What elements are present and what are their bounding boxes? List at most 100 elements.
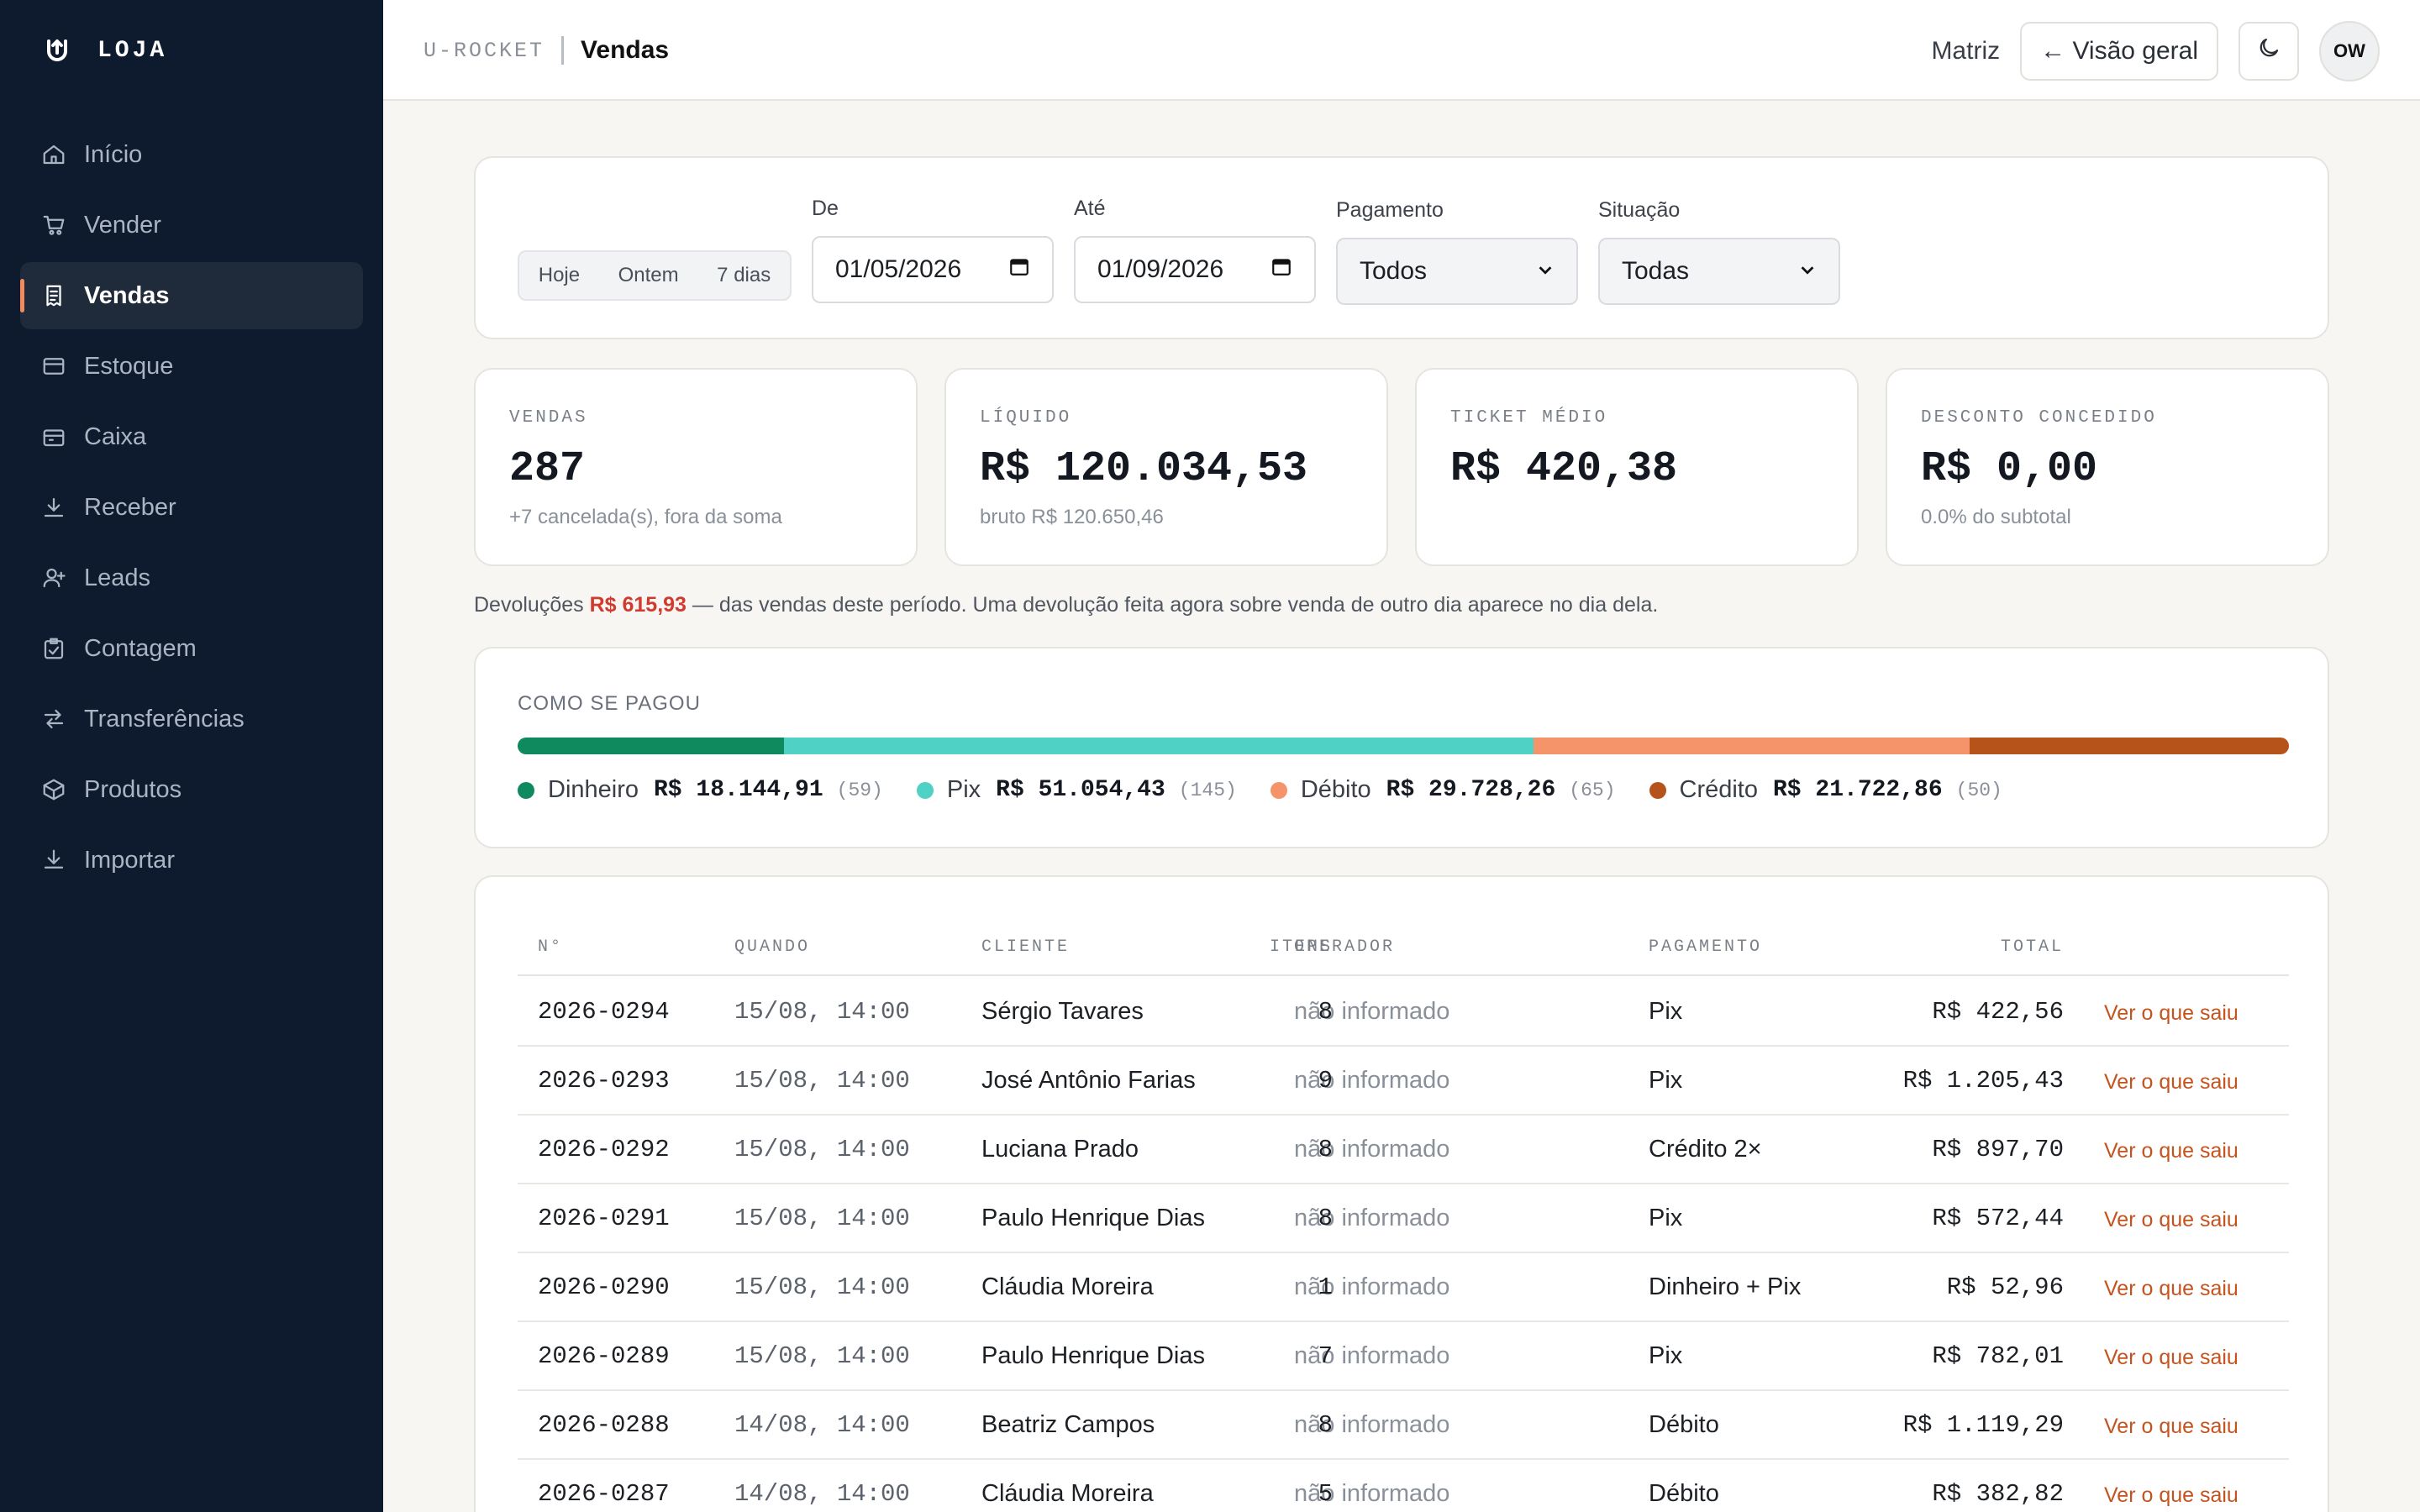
user-avatar[interactable]: OW	[2319, 21, 2380, 81]
table-row[interactable]: 2026-0287 14/08, 14:00 Cláudia Moreira não …	[518, 1460, 2289, 1512]
payment-legend-item: Crédito R$ 21.722,86 (50)	[1649, 776, 2002, 804]
sale-client: Beatriz Campos	[981, 1411, 1155, 1438]
quick-range-today[interactable]: Hoje	[538, 264, 581, 286]
transfer-icon	[40, 706, 67, 732]
sale-time: 15/08, 14:00	[734, 1342, 910, 1370]
breadcrumb-brand[interactable]: U-ROCKET	[424, 38, 545, 63]
stat-card-net: LÍQUIDO R$ 120.034,53 bruto R$ 120.650,4…	[944, 368, 1388, 566]
table-row[interactable]: 2026-0292 15/08, 14:00 Luciana Prado não in…	[518, 1116, 2289, 1184]
branch-selector[interactable]: Matriz	[1931, 37, 2001, 65]
sale-number: 2026-0287	[538, 1480, 670, 1508]
view-items-link[interactable]: Ver o que saiu	[2104, 1070, 2238, 1094]
payment-filter-select[interactable]: Todos	[1336, 238, 1578, 305]
overview-button[interactable]: ← Visão geral	[2020, 22, 2218, 81]
theme-toggle-button[interactable]	[2238, 22, 2299, 81]
table-row[interactable]: 2026-0289 15/08, 14:00 Paulo Henrique Dias…	[518, 1322, 2289, 1391]
table-row[interactable]: 2026-0288 14/08, 14:00 Beatriz Campos não i…	[518, 1391, 2289, 1460]
sale-time: 15/08, 14:00	[734, 1136, 910, 1163]
sale-total: R$ 52,96	[1946, 1273, 2064, 1301]
returns-suffix: — das vendas deste período. Uma devoluçã…	[692, 593, 1659, 617]
sidebar-item-receber[interactable]: Receber	[20, 474, 363, 541]
date-from-input[interactable]: 01/05/2026	[812, 236, 1054, 303]
status-filter-select[interactable]: Todas	[1598, 238, 1840, 305]
sale-time: 15/08, 14:00	[734, 1273, 910, 1301]
column-header-items: ITENS	[1269, 937, 1333, 957]
sidebar-item-leads[interactable]: Leads	[20, 544, 363, 612]
sidebar-item-label: Contagem	[84, 634, 197, 662]
legend-count: (145)	[1178, 779, 1237, 801]
sidebar-item-estoque[interactable]: Estoque	[20, 333, 363, 400]
sidebar-item-transferencias[interactable]: Transferências	[20, 685, 363, 753]
sidebar-item-label: Vendas	[84, 281, 170, 309]
stat-label: VENDAS	[509, 408, 588, 428]
sale-total: R$ 382,82	[1932, 1480, 2064, 1508]
brand[interactable]: LOJA	[42, 34, 167, 67]
sidebar-item-label: Leads	[84, 564, 151, 591]
table-row[interactable]: 2026-0291 15/08, 14:00 Paulo Henrique Dias…	[518, 1184, 2289, 1253]
chevron-down-icon	[1798, 257, 1817, 286]
column-header-total: TOTAL	[2000, 937, 2064, 957]
view-items-link[interactable]: Ver o que saiu	[2104, 1483, 2238, 1507]
status-filter-value: Todas	[1622, 257, 1690, 285]
sale-payment: Pix	[1649, 998, 1683, 1025]
sale-number: 2026-0291	[538, 1205, 670, 1232]
date-from-value: 01/05/2026	[835, 255, 962, 283]
sale-time: 14/08, 14:00	[734, 1480, 910, 1508]
date-to-field: Até 01/09/2026	[1074, 197, 1316, 303]
sale-payment: Pix	[1649, 1205, 1683, 1231]
sale-payment: Débito	[1649, 1411, 1719, 1438]
table-row[interactable]: 2026-0293 15/08, 14:00 José Antônio Farias…	[518, 1047, 2289, 1116]
payment-legend-item: Dinheiro R$ 18.144,91 (59)	[518, 776, 883, 804]
sidebar-item-label: Estoque	[84, 352, 174, 380]
page-title: Vendas	[581, 36, 670, 64]
legend-dot	[1270, 781, 1287, 799]
date-to-input[interactable]: 01/09/2026	[1074, 236, 1316, 303]
sale-items: 8	[1318, 1136, 1333, 1163]
legend-dot	[916, 781, 934, 799]
stat-value: R$ 120.034,53	[980, 445, 1308, 493]
sidebar-item-vender[interactable]: Vender	[20, 192, 363, 259]
sidebar-item-contagem[interactable]: Contagem	[20, 615, 363, 682]
import-icon	[40, 847, 67, 874]
payment-legend-item: Pix R$ 51.054,43 (145)	[916, 776, 1237, 804]
table-row[interactable]: 2026-0294 15/08, 14:00 Sérgio Tavares não i…	[518, 978, 2289, 1047]
sale-total: R$ 422,56	[1932, 998, 2064, 1026]
sale-total: R$ 572,44	[1932, 1205, 2064, 1232]
legend-amount: R$ 29.728,26	[1386, 777, 1556, 803]
sidebar-item-vendas[interactable]: Vendas	[20, 262, 363, 329]
date-to-label: Até	[1074, 197, 1106, 220]
payment-share-bar	[518, 738, 2289, 754]
stat-label: TICKET MÉDIO	[1450, 408, 1608, 428]
view-items-link[interactable]: Ver o que saiu	[2104, 1415, 2238, 1438]
view-items-link[interactable]: Ver o que saiu	[2104, 1208, 2238, 1231]
payment-filter-label: Pagamento	[1336, 198, 1444, 222]
sidebar-item-label: Caixa	[84, 423, 147, 450]
sale-time: 15/08, 14:00	[734, 1067, 910, 1095]
stat-sub: +7 cancelada(s), fora da soma	[509, 506, 782, 528]
status-filter-field: Situação Todas	[1598, 198, 1840, 305]
sidebar-item-inicio[interactable]: Início	[20, 121, 363, 188]
view-items-link[interactable]: Ver o que saiu	[2104, 1277, 2238, 1300]
sale-client: Cláudia Moreira	[981, 1480, 1154, 1507]
sidebar-nav: Início Vender Vendas Estoque Caixa Receber Lea…	[20, 121, 363, 897]
sale-payment: Pix	[1649, 1342, 1683, 1369]
clipboard-check-icon	[40, 635, 67, 662]
sale-payment: Débito	[1649, 1480, 1719, 1507]
sidebar-item-caixa[interactable]: Caixa	[20, 403, 363, 470]
quick-range-7days[interactable]: 7 dias	[717, 264, 771, 286]
view-items-link[interactable]: Ver o que saiu	[2104, 1139, 2238, 1163]
sidebar-item-produtos[interactable]: Produtos	[20, 756, 363, 823]
table-row[interactable]: 2026-0290 15/08, 14:00 Cláudia Moreira não …	[518, 1253, 2289, 1322]
view-items-link[interactable]: Ver o que saiu	[2104, 1346, 2238, 1369]
legend-method: Pix	[946, 776, 981, 803]
stat-sub: bruto R$ 120.650,46	[980, 506, 1164, 528]
receipt-icon	[40, 282, 67, 309]
view-items-link[interactable]: Ver o que saiu	[2104, 1001, 2238, 1025]
sidebar-item-importar[interactable]: Importar	[20, 827, 363, 894]
sale-payment: Dinheiro + Pix	[1649, 1273, 1802, 1300]
sale-items: 9	[1318, 1067, 1333, 1095]
sale-time: 15/08, 14:00	[734, 998, 910, 1026]
payment-filter-field: Pagamento Todos	[1336, 198, 1578, 305]
sale-items: 8	[1318, 1411, 1333, 1439]
quick-range-yesterday[interactable]: Ontem	[618, 264, 679, 286]
